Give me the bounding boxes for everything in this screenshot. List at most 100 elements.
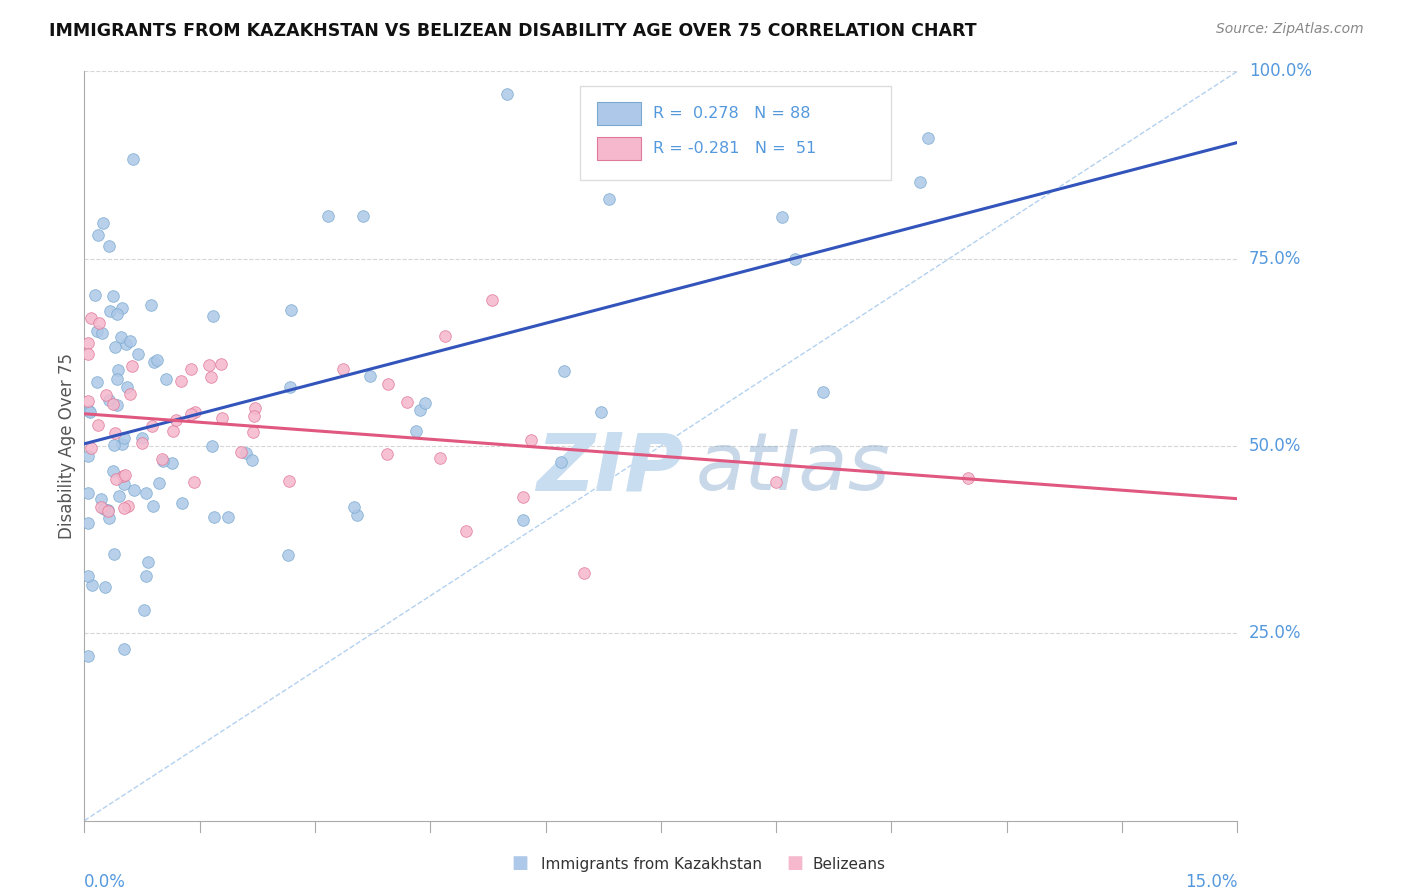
Text: Belizeans: Belizeans: [813, 857, 886, 872]
FancyBboxPatch shape: [598, 102, 641, 125]
Text: R = -0.281   N =  51: R = -0.281 N = 51: [652, 141, 815, 156]
Point: [101, 397, 124, 411]
Point: [98, 238, 121, 252]
Text: 50.0%: 50.0%: [1249, 437, 1301, 455]
Point: [162, 424, 184, 438]
Text: ■: ■: [512, 855, 529, 872]
Text: R =  0.278   N = 88: R = 0.278 N = 88: [652, 106, 810, 120]
Point: [80, 578, 103, 592]
Point: [165, 413, 187, 427]
Point: [908, 175, 931, 189]
Point: [128, 347, 150, 361]
Point: [572, 566, 595, 581]
Point: [101, 464, 124, 478]
Point: [277, 548, 299, 562]
Point: [180, 407, 202, 421]
Point: [77, 486, 100, 500]
Point: [765, 475, 787, 490]
Point: [211, 411, 233, 425]
Point: [957, 471, 980, 485]
Point: [93, 580, 115, 594]
Point: [135, 486, 157, 500]
Point: [84, 287, 107, 301]
Point: [108, 489, 131, 503]
Point: [591, 405, 613, 419]
Point: [96, 388, 118, 402]
Point: [408, 403, 430, 417]
Point: [413, 395, 436, 409]
Point: [104, 341, 127, 355]
Point: [77, 516, 100, 531]
Point: [112, 431, 135, 445]
Point: [550, 455, 572, 469]
Point: [98, 393, 121, 408]
Point: [97, 511, 120, 525]
Point: [132, 603, 155, 617]
Point: [429, 451, 451, 466]
Y-axis label: Disability Age Over 75: Disability Age Over 75: [58, 353, 76, 539]
Point: [150, 452, 173, 467]
Text: ■: ■: [786, 855, 803, 872]
Point: [103, 289, 125, 303]
Point: [245, 401, 267, 416]
Point: [121, 153, 143, 167]
Point: [183, 475, 205, 490]
Text: ZIP: ZIP: [537, 429, 683, 508]
Point: [103, 547, 125, 561]
Point: [155, 371, 177, 385]
Point: [675, 138, 697, 153]
Point: [160, 457, 183, 471]
Text: 100.0%: 100.0%: [1249, 62, 1312, 80]
Point: [396, 395, 419, 409]
Point: [77, 393, 100, 408]
Point: [79, 405, 101, 419]
Point: [112, 641, 135, 656]
Point: [318, 209, 340, 223]
Text: 75.0%: 75.0%: [1249, 250, 1301, 268]
Point: [117, 499, 139, 513]
Point: [202, 510, 225, 524]
Point: [598, 192, 620, 206]
Point: [201, 439, 224, 453]
Point: [97, 503, 120, 517]
Point: [114, 467, 136, 482]
Point: [122, 483, 145, 497]
Text: 0.0%: 0.0%: [84, 873, 127, 891]
Point: [789, 165, 811, 179]
Point: [111, 437, 134, 451]
Point: [87, 227, 110, 242]
Point: [180, 362, 202, 376]
Point: [131, 431, 153, 445]
Point: [98, 304, 121, 318]
Point: [112, 469, 135, 483]
Text: 15.0%: 15.0%: [1185, 873, 1237, 891]
Point: [184, 405, 207, 419]
Point: [209, 357, 232, 371]
Point: [103, 438, 125, 452]
Point: [111, 301, 134, 316]
Point: [107, 362, 129, 376]
Point: [93, 501, 115, 516]
Point: [86, 324, 108, 338]
Point: [77, 404, 100, 418]
Point: [121, 359, 143, 373]
Text: 25.0%: 25.0%: [1249, 624, 1302, 642]
Point: [131, 435, 153, 450]
Point: [112, 501, 135, 516]
Point: [200, 369, 222, 384]
Point: [198, 358, 221, 372]
Point: [104, 425, 127, 440]
Point: [146, 352, 169, 367]
Point: [118, 387, 141, 401]
Point: [434, 329, 457, 343]
Point: [142, 499, 165, 513]
Point: [142, 355, 165, 369]
Point: [359, 369, 381, 384]
Point: [481, 293, 503, 307]
Point: [217, 510, 239, 524]
Point: [120, 334, 142, 349]
Point: [243, 409, 266, 424]
Point: [377, 376, 399, 391]
Point: [91, 216, 114, 230]
Point: [346, 508, 368, 523]
